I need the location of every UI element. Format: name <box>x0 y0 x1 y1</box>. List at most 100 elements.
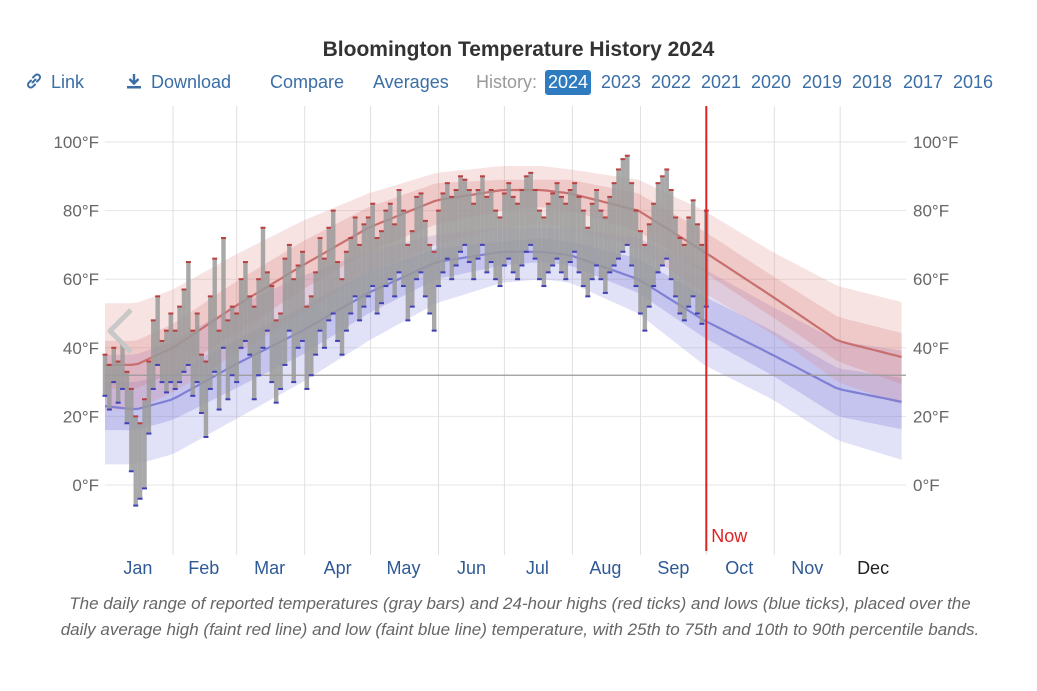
range-bar <box>410 231 415 307</box>
low-tick <box>321 346 327 349</box>
low-tick <box>247 353 253 356</box>
year-2019[interactable]: 2019 <box>802 72 843 92</box>
range-bar <box>247 296 253 355</box>
range-bar <box>212 258 217 372</box>
link-button[interactable]: Link <box>25 72 84 93</box>
low-tick <box>655 271 661 274</box>
high-tick <box>194 312 200 315</box>
range-bar <box>475 190 481 259</box>
low-tick <box>479 243 485 246</box>
y-tick-left-60: 60°F <box>63 270 99 289</box>
year-2024[interactable]: 2024 <box>545 70 592 95</box>
low-tick <box>238 346 244 349</box>
range-bar <box>647 224 652 307</box>
year-2016[interactable]: 2016 <box>953 72 994 92</box>
high-tick <box>414 195 420 198</box>
low-tick <box>558 271 564 274</box>
month-label-sep: Sep <box>657 558 689 578</box>
range-bar <box>238 279 244 348</box>
low-tick <box>102 394 108 397</box>
y-tick-left-40: 40°F <box>63 339 99 358</box>
low-tick <box>497 285 503 288</box>
low-tick <box>365 295 371 298</box>
low-tick <box>251 398 257 401</box>
high-tick <box>471 202 477 205</box>
range-bar <box>344 251 349 331</box>
high-tick <box>159 339 165 342</box>
low-tick <box>242 339 248 342</box>
range-bar <box>186 262 191 365</box>
low-tick <box>532 257 538 260</box>
high-band-10-90 <box>105 166 902 410</box>
high-tick <box>607 195 613 198</box>
range-bar <box>115 361 121 403</box>
high-tick <box>594 189 600 192</box>
low-tick <box>598 278 604 281</box>
high-tick <box>137 422 143 425</box>
range-bar <box>295 265 301 348</box>
year-2018[interactable]: 2018 <box>852 72 893 92</box>
compare-link[interactable]: Compare <box>270 72 345 92</box>
range-bar <box>260 227 266 348</box>
range-bar <box>164 330 169 393</box>
low-tick <box>624 243 630 246</box>
y-tick-right-20: 20°F <box>913 407 949 426</box>
low-tick <box>374 312 380 315</box>
range-bar <box>594 190 599 266</box>
low-tick <box>567 261 573 264</box>
high-tick <box>519 189 525 192</box>
high-tick <box>383 209 389 212</box>
range-bar <box>519 190 525 266</box>
year-2017[interactable]: 2017 <box>903 72 944 92</box>
range-bar <box>471 203 476 280</box>
year-2021[interactable]: 2021 <box>701 72 742 92</box>
year-2023[interactable]: 2023 <box>601 72 642 92</box>
range-bar <box>256 279 261 376</box>
low-tick <box>576 271 582 274</box>
high-tick <box>532 189 538 192</box>
averages-link[interactable]: Averages <box>373 72 449 92</box>
high-band-25-75 <box>105 179 902 389</box>
y-tick-right-40: 40°F <box>913 339 949 358</box>
range-bar <box>449 196 454 280</box>
range-bar <box>515 203 520 280</box>
low-tick <box>602 291 608 294</box>
high-tick <box>357 243 363 246</box>
year-2022[interactable]: 2022 <box>651 72 692 92</box>
y-tick-right-100: 100°F <box>913 133 959 152</box>
low-tick <box>677 312 683 315</box>
high-tick <box>449 195 455 198</box>
download-button[interactable]: Download <box>125 72 231 93</box>
range-bar <box>168 313 174 383</box>
y-tick-left-80: 80°F <box>63 202 99 221</box>
high-tick <box>300 250 306 253</box>
month-label-jul: Jul <box>526 558 549 578</box>
high-tick <box>146 360 152 363</box>
low-tick <box>300 339 306 342</box>
low-tick <box>616 257 622 260</box>
chevron-left-icon[interactable] <box>107 308 133 354</box>
range-bar <box>546 203 551 273</box>
range-bar <box>462 179 468 245</box>
low-tick <box>440 271 446 274</box>
range-bar <box>458 176 463 252</box>
low-tick <box>264 329 270 332</box>
high-tick <box>624 154 630 157</box>
range-bar <box>396 190 402 273</box>
high-tick <box>133 415 139 418</box>
range-bar <box>335 262 340 341</box>
low-tick <box>150 387 156 390</box>
high-tick <box>142 398 148 401</box>
high-tick <box>458 175 464 178</box>
low-tick <box>699 322 705 325</box>
year-2020[interactable]: 2020 <box>751 72 792 92</box>
high-tick <box>440 192 446 195</box>
range-bar <box>585 227 590 297</box>
high-tick <box>501 192 507 195</box>
high-tick <box>102 353 108 356</box>
low-tick <box>493 278 499 281</box>
low-tick <box>106 408 112 411</box>
high-tick <box>374 237 380 240</box>
range-bar <box>598 210 604 280</box>
high-tick <box>528 171 534 174</box>
